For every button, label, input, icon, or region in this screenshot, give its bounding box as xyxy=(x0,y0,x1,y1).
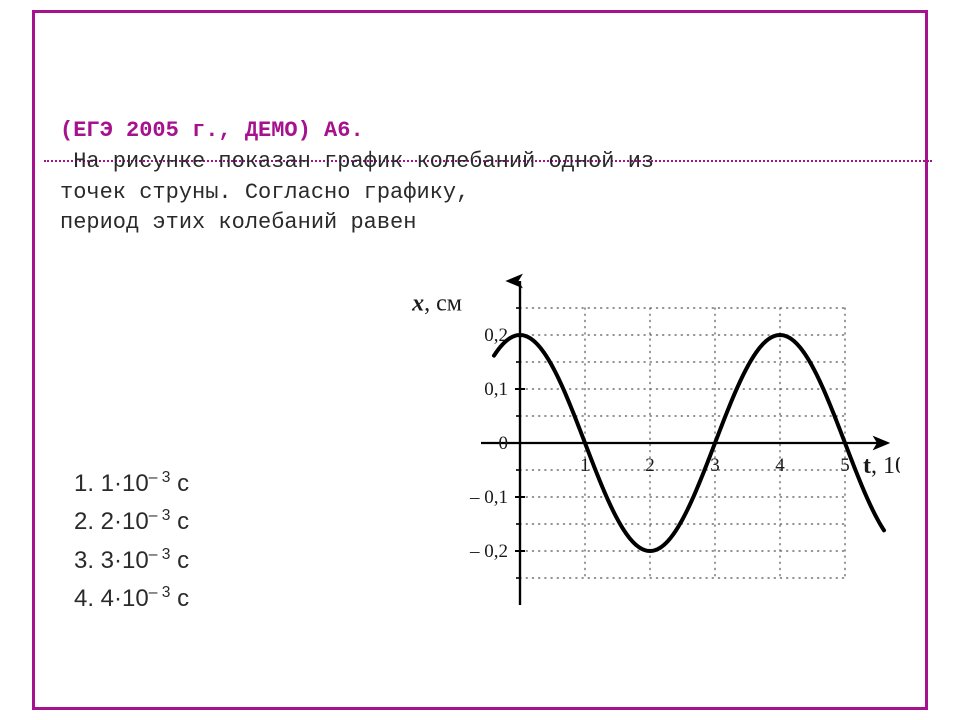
oscillation-chart: – 0,2– 0,100,10,212345x, смt, 10–3с xyxy=(310,248,900,678)
svg-text:5: 5 xyxy=(840,455,850,476)
svg-text:0,1: 0,1 xyxy=(484,379,508,400)
answer-options: 1. 1·10– 3 с 2. 2·10– 3 с 3. 3·10– 3 с 4… xyxy=(74,465,189,619)
svg-text:– 0,1: – 0,1 xyxy=(469,487,508,508)
svg-text:2: 2 xyxy=(645,455,655,476)
text-line-2: точек струны. Согласно графику, xyxy=(60,180,469,205)
svg-text:t, 10–3с: t, 10–3с xyxy=(863,451,900,479)
svg-text:4: 4 xyxy=(775,455,785,476)
chart-svg: – 0,2– 0,100,10,212345x, смt, 10–3с xyxy=(310,248,900,678)
svg-text:1: 1 xyxy=(580,455,590,476)
text-line-1: На рисунке показан график колебаний одно… xyxy=(73,149,654,174)
answer-4: 4. 4·10– 3 с xyxy=(74,580,189,618)
svg-text:3: 3 xyxy=(710,455,720,476)
text-line-3: период этих колебаний равен xyxy=(60,210,416,235)
svg-text:0: 0 xyxy=(499,433,509,454)
source-tag: (ЕГЭ 2005 г., ДЕМО) А6. xyxy=(60,118,364,143)
answer-3: 3. 3·10– 3 с xyxy=(74,542,189,580)
answer-1: 1. 1·10– 3 с xyxy=(74,465,189,503)
svg-text:– 0,2: – 0,2 xyxy=(469,541,508,562)
answer-2: 2. 2·10– 3 с xyxy=(74,503,189,541)
question-text: (ЕГЭ 2005 г., ДЕМО) А6. На рисунке показ… xyxy=(60,116,900,239)
svg-text:x, см: x, см xyxy=(411,291,462,317)
